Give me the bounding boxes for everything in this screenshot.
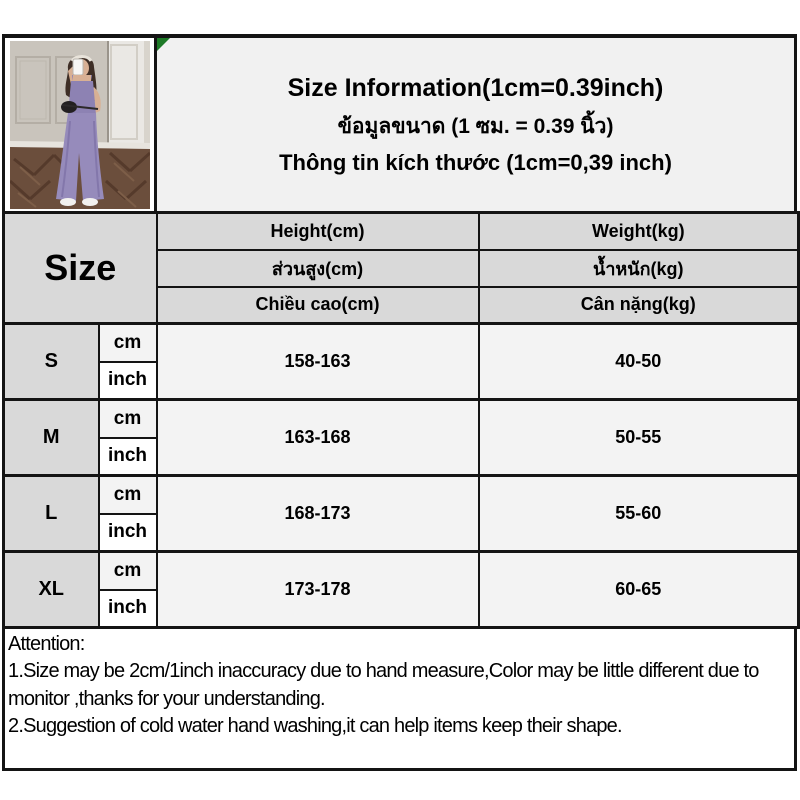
- unit-cm: cm: [97, 474, 158, 515]
- height-value-l: 168-173: [155, 474, 480, 553]
- model-figure: [55, 54, 104, 206]
- unit-cm: cm: [97, 398, 158, 439]
- height-value-xl: 173-178: [155, 550, 480, 629]
- height-header-th: ส่วนสูง(cm): [155, 248, 480, 288]
- weight-value-m: 50-55: [477, 398, 800, 477]
- unit-inch: inch: [97, 588, 158, 629]
- size-header-cell: Size: [2, 211, 158, 325]
- unit-cm: cm: [97, 550, 158, 591]
- weight-value-xl: 60-65: [477, 550, 800, 629]
- height-header-vi: Chiều cao(cm): [155, 285, 480, 325]
- weight-header-en: Weight(kg): [477, 211, 800, 251]
- model-photo-illustration: [9, 40, 150, 209]
- unit-inch: inch: [97, 436, 158, 477]
- weight-header-vi: Cân nặng(kg): [477, 285, 800, 325]
- weight-value-l: 55-60: [477, 474, 800, 553]
- attention-note-1: 1.Size may be 2cm/1inch inaccuracy due t…: [8, 660, 759, 710]
- table-row-m: M cm 163-168 50-55: [2, 398, 800, 477]
- unit-inch: inch: [97, 360, 158, 401]
- unit-cm: cm: [97, 322, 158, 363]
- excel-flag-icon: [157, 38, 170, 51]
- unit-inch: inch: [97, 512, 158, 553]
- title-english: Size Information(1cm=0.39inch): [287, 73, 664, 102]
- height-header-en: Height(cm): [155, 211, 480, 251]
- table-row-l: L cm 168-173 55-60: [2, 474, 800, 553]
- size-table: Size Height(cm) Weight(kg) ส่วนสูง(cm) น…: [2, 211, 800, 629]
- header-row: Size Information(1cm=0.39inch) ข้อมูลขนา…: [2, 34, 797, 211]
- table-row-xl: XL cm 173-178 60-65: [2, 550, 800, 629]
- weight-header-th: น้ำหนัก(kg): [477, 248, 800, 288]
- table-row-s: S cm 158-163 40-50: [2, 322, 800, 401]
- size-cell-s: S: [2, 322, 100, 401]
- weight-value-s: 40-50: [477, 322, 800, 401]
- product-photo: [5, 38, 157, 211]
- attention-note-2: 2.Suggestion of cold water hand washing,…: [8, 715, 623, 738]
- size-cell-m: M: [2, 398, 100, 477]
- title-vietnamese: Thông tin kích thước (1cm=0,39 inch): [279, 149, 672, 175]
- title-thai: ข้อมูลขนาด (1 ซม. = 0.39 นิ้ว): [337, 114, 614, 138]
- size-cell-l: L: [2, 474, 100, 553]
- attention-title: Attention:: [8, 633, 85, 655]
- size-chart-sheet: Size Information(1cm=0.39inch) ข้อมูลขนา…: [2, 34, 800, 771]
- title-block: Size Information(1cm=0.39inch) ข้อมูลขนา…: [157, 38, 794, 211]
- height-value-s: 158-163: [155, 322, 480, 401]
- attention-box: Attention: 1.Size may be 2cm/1inch inacc…: [2, 629, 797, 771]
- height-value-m: 163-168: [155, 398, 480, 477]
- size-cell-xl: XL: [2, 550, 100, 629]
